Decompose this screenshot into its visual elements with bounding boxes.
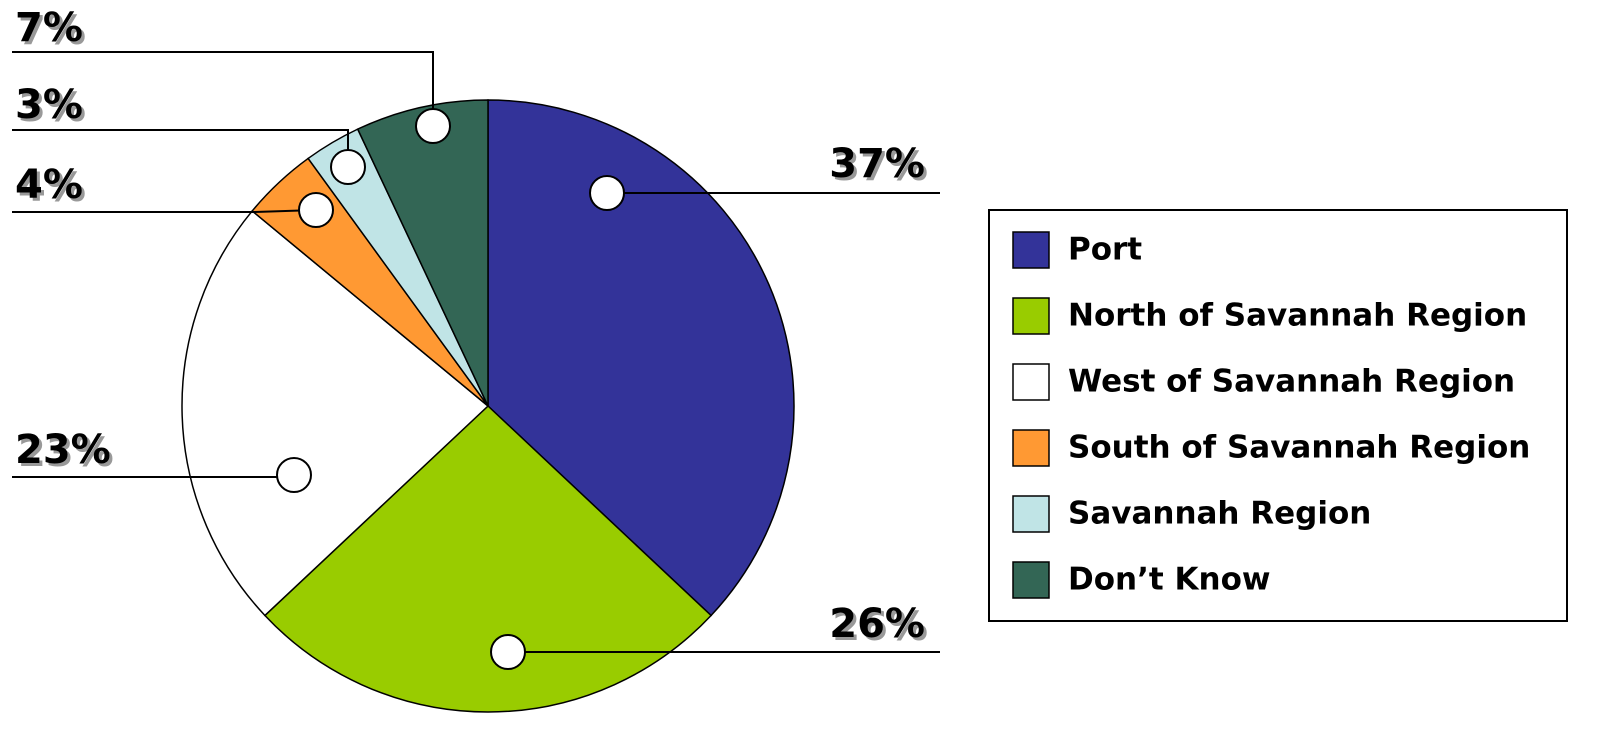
leader-line — [12, 209, 317, 213]
data-label: 7% — [15, 5, 83, 51]
data-label-shadow: 26% — [832, 604, 928, 650]
legend-label: Port — [1068, 232, 1142, 268]
data-label: 3% — [15, 82, 83, 128]
legend-label: Don’t Know — [1068, 562, 1271, 598]
legend-swatch — [1012, 231, 1050, 269]
leader-dot — [276, 457, 312, 493]
pie-slice — [356, 99, 489, 407]
data-label: 23% — [15, 427, 111, 473]
data-label-shadow: 23% — [18, 430, 114, 476]
leader-dot — [490, 634, 526, 670]
pie-slice — [487, 99, 795, 617]
pie-slice — [181, 209, 490, 617]
legend-label: Savannah Region — [1068, 496, 1371, 532]
leader-line — [12, 51, 434, 126]
leader-dot — [415, 108, 451, 144]
legend-swatch — [1012, 429, 1050, 467]
legend-swatch — [1012, 495, 1050, 533]
legend-label: North of Savannah Region — [1068, 298, 1527, 334]
leader-dot — [298, 192, 334, 228]
legend-swatch — [1012, 297, 1050, 335]
data-label-shadow: 3% — [18, 85, 86, 131]
leader-dot — [589, 175, 625, 211]
data-label-shadow: 7% — [18, 8, 86, 54]
leader-dot — [330, 149, 366, 185]
data-label-shadow: 37% — [832, 144, 928, 190]
pie-slice — [263, 404, 713, 713]
data-label: 37% — [829, 141, 925, 187]
legend-label: West of Savannah Region — [1068, 364, 1515, 400]
data-label: 26% — [829, 601, 925, 647]
data-label: 4% — [15, 162, 83, 208]
legend-label: South of Savannah Region — [1068, 430, 1530, 466]
data-label-shadow: 4% — [18, 165, 86, 211]
legend-swatch — [1012, 363, 1050, 401]
legend-box — [988, 209, 1568, 622]
legend-swatch — [1012, 561, 1050, 599]
